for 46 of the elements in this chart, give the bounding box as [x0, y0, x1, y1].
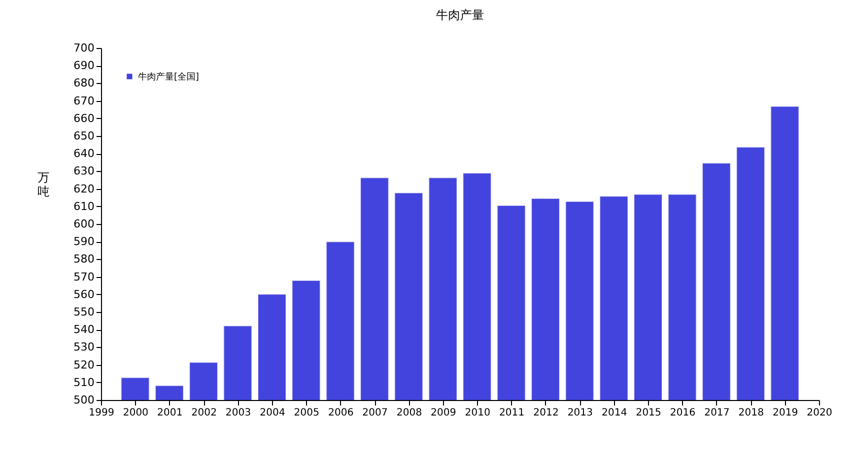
- x-tick-label: 2006: [328, 408, 354, 418]
- x-tick-label: 2019: [772, 408, 798, 418]
- x-tick-label: 2013: [567, 408, 593, 418]
- y-tick-label: 500: [74, 394, 94, 406]
- y-axis-title: 万吨: [38, 170, 50, 198]
- x-tick-label: 2004: [260, 408, 286, 418]
- x-tick-label: 2005: [294, 408, 320, 418]
- legend-label: 牛肉产量[全国]: [138, 72, 200, 82]
- y-tick-label: 700: [74, 42, 94, 54]
- y-tick-label: 520: [74, 358, 94, 372]
- x-tick-label: 2002: [191, 408, 217, 418]
- y-tick-label: 610: [74, 200, 94, 213]
- y-tick-label: 670: [74, 94, 94, 108]
- y-tick-label: 620: [74, 182, 94, 196]
- chart-title: 牛肉产量: [436, 8, 484, 22]
- y-tick-label: 530: [74, 340, 94, 354]
- x-tick-label: 2010: [464, 408, 490, 418]
- y-tick-label: 540: [74, 323, 94, 336]
- x-tick-label: 2008: [396, 408, 422, 418]
- y-tick-label: 570: [74, 270, 94, 284]
- y-tick-label: 510: [74, 376, 94, 389]
- y-tick-label: 650: [74, 130, 94, 142]
- x-tick-label: 2003: [226, 408, 251, 418]
- y-tick-label: 600: [74, 218, 94, 230]
- x-tick-label: 2020: [806, 408, 832, 418]
- y-tick-label: 560: [74, 288, 94, 301]
- y-tick-label: 580: [74, 252, 94, 266]
- x-tick-label: 2007: [362, 408, 388, 418]
- x-tick-label: 2015: [636, 408, 662, 418]
- y-tick-label: 550: [74, 306, 94, 318]
- y-tick-label: 660: [74, 112, 94, 125]
- x-tick-label: 2009: [430, 408, 456, 418]
- x-tick-label: 2011: [499, 408, 525, 418]
- x-tick-label: 2017: [704, 408, 730, 418]
- x-tick-label: 2012: [533, 408, 559, 418]
- y-tick-label: 690: [74, 59, 94, 72]
- y-tick-label: 630: [74, 164, 94, 178]
- y-tick-label: 680: [74, 76, 94, 90]
- y-tick-label: 590: [74, 235, 94, 248]
- x-tick-label: 2001: [157, 408, 183, 418]
- x-tick-label: 2016: [670, 408, 696, 418]
- y-tick-label: 640: [74, 147, 94, 160]
- x-tick-label: 2014: [602, 408, 628, 418]
- x-tick-label: 1999: [88, 408, 114, 418]
- x-tick-label: 2000: [122, 408, 148, 418]
- x-tick-label: 2018: [738, 408, 764, 418]
